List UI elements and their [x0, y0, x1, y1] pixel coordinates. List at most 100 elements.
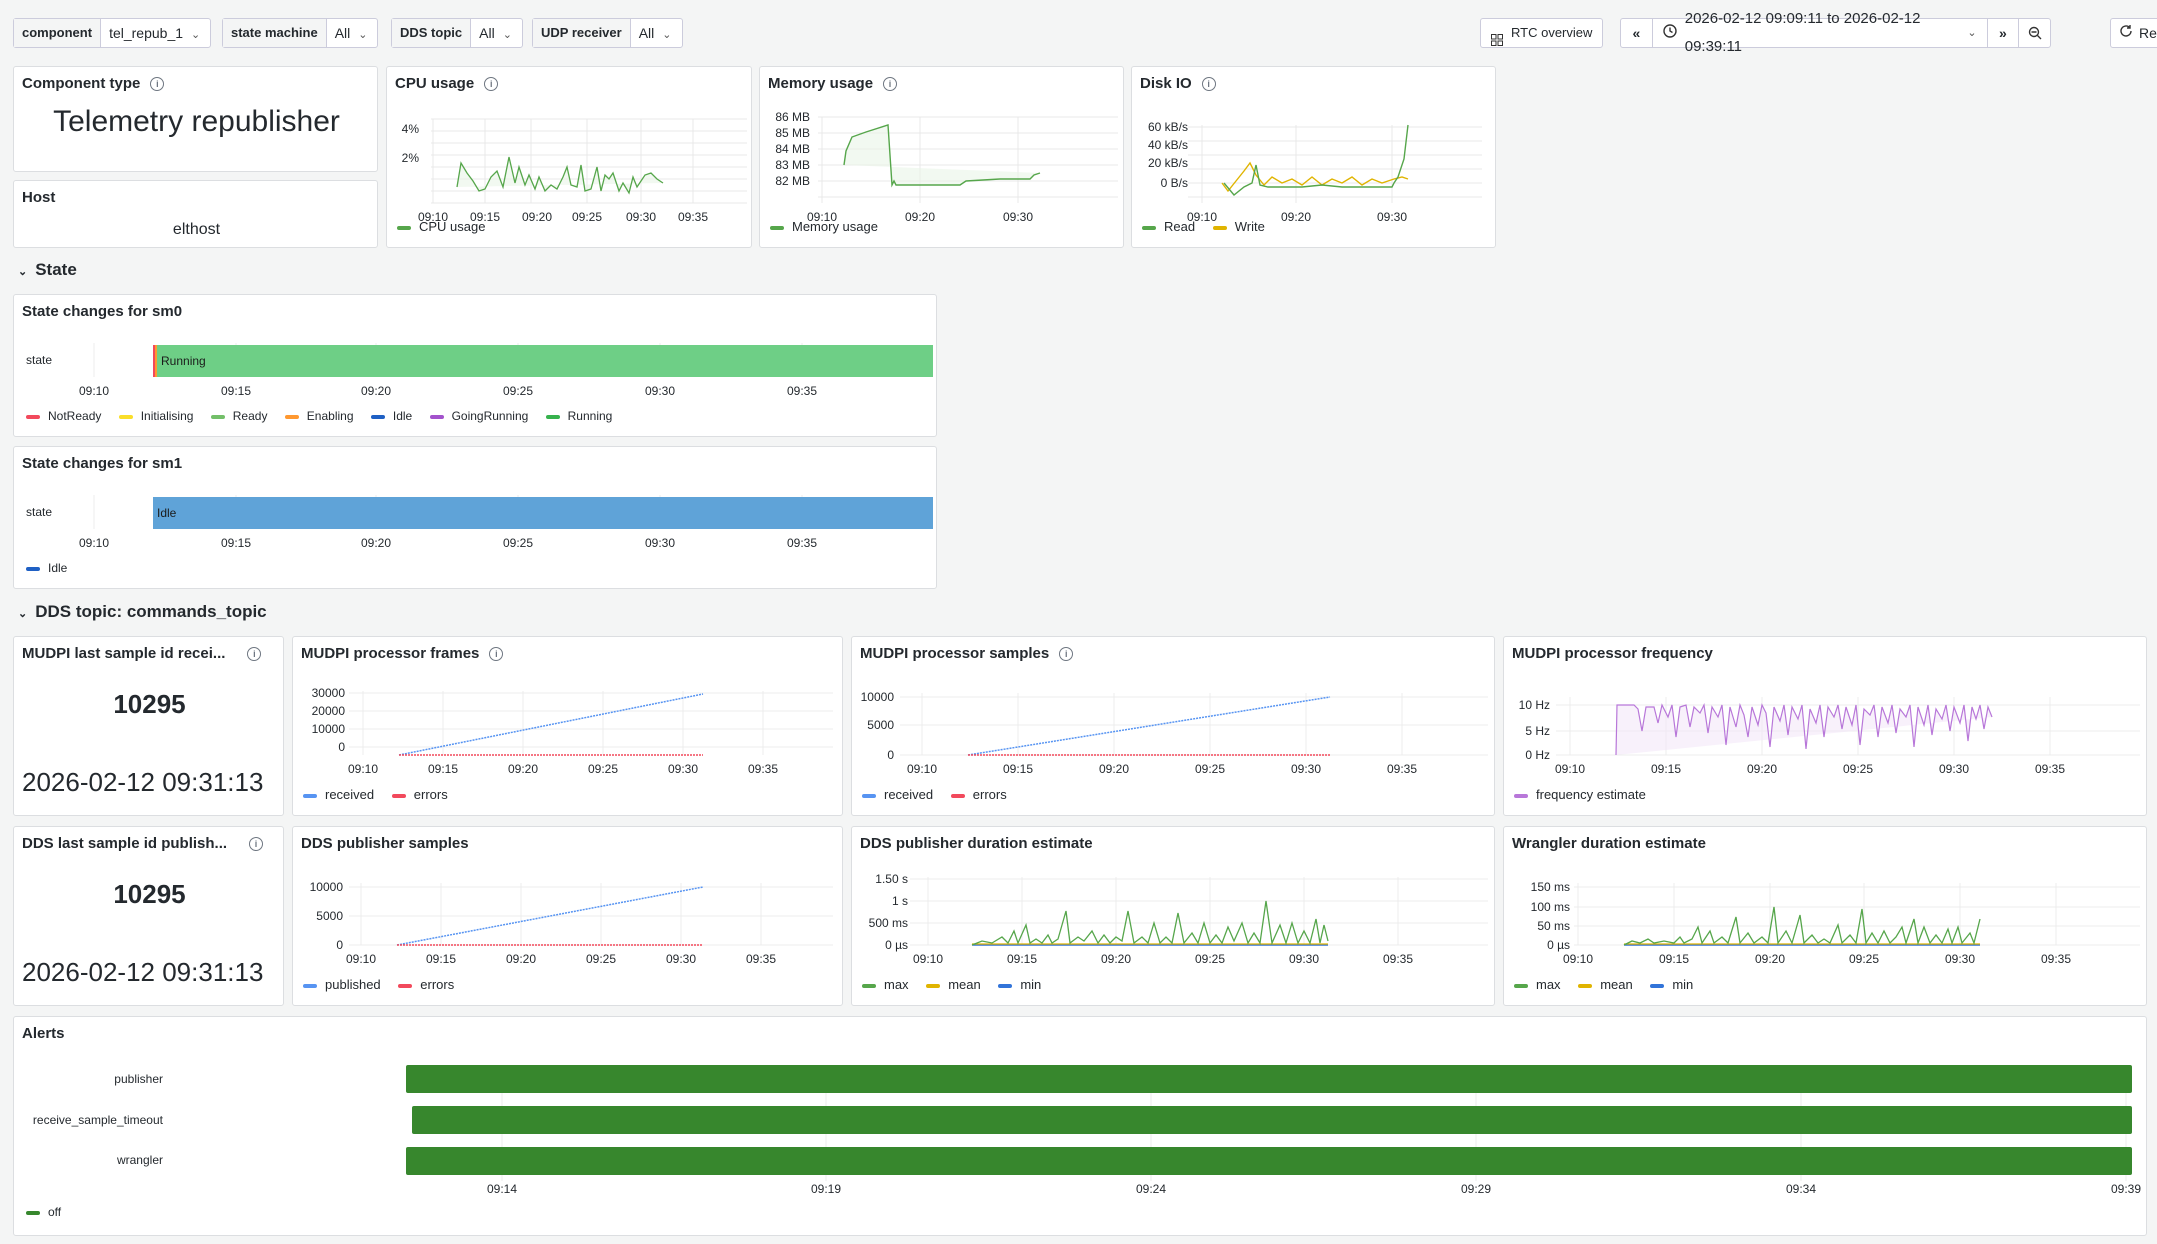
legend-item[interactable]: errors — [950, 787, 1007, 802]
legend-item[interactable]: frequency estimate — [1514, 787, 1646, 802]
section-dds-topic[interactable]: ⌄ DDS topic: commands_topic — [18, 602, 267, 621]
host-value: elthost — [172, 221, 221, 238]
legend-item[interactable]: errors — [391, 787, 448, 802]
legend-item[interactable]: NotReady — [26, 409, 101, 423]
x-tick: 09:10 — [913, 952, 943, 966]
legend-item[interactable]: received — [862, 787, 933, 802]
legend-item[interactable]: mean — [1578, 977, 1633, 992]
alert-bar-receive-sample-timeout[interactable] — [412, 1106, 2132, 1134]
alert-bar-wrangler[interactable] — [406, 1147, 2132, 1175]
legend-item[interactable]: min — [998, 977, 1041, 992]
legend-item[interactable]: off — [26, 1205, 61, 1219]
var-udp-receiver[interactable]: UDP receiver All ⌄ — [532, 18, 683, 48]
state-segment-notready[interactable] — [153, 345, 155, 377]
legend: Idle — [26, 561, 81, 575]
info-icon[interactable]: i — [1059, 647, 1074, 661]
var-udp-receiver-value[interactable]: All ⌄ — [638, 25, 672, 41]
legend-item[interactable]: min — [1650, 977, 1693, 992]
x-tick: 09:25 — [1195, 762, 1225, 776]
legend-item[interactable]: GoingRunning — [429, 409, 528, 423]
time-forward-button[interactable]: » — [1986, 19, 2019, 47]
y-tick: 10000 — [312, 722, 346, 736]
zoom-out-icon — [2028, 26, 2042, 40]
var-dds-topic[interactable]: DDS topic All ⌄ — [391, 18, 523, 48]
var-component-value[interactable]: tel_repub_1 ⌄ — [109, 25, 201, 41]
y-tick: 84 MB — [775, 142, 810, 156]
y-tick: 20 kB/s — [1148, 156, 1188, 170]
legend-item[interactable]: Enabling — [284, 409, 354, 423]
zoom-out-button[interactable] — [2018, 19, 2050, 47]
sm0-state-chart: state Running 09:10 09:15 09:20 09:25 09… — [26, 343, 933, 398]
legend-item[interactable]: Read — [1142, 219, 1195, 234]
legend-item[interactable]: Idle — [26, 561, 67, 575]
info-icon[interactable]: i — [249, 837, 264, 851]
chevron-down-icon: ⌄ — [1967, 27, 1977, 39]
info-icon[interactable]: i — [1201, 77, 1216, 91]
x-tick: 09:15 — [470, 210, 500, 224]
wrangler-duration-chart: 150 ms 100 ms 50 ms 0 µs 09:10 09:15 09:… — [1531, 880, 2140, 966]
info-icon[interactable]: i — [150, 77, 165, 91]
y-tick: 5 Hz — [1525, 724, 1550, 738]
x-tick: 09:25 — [586, 952, 616, 966]
legend: NotReady Initialising Ready Enabling Idl… — [26, 409, 626, 423]
legend-item[interactable]: mean — [926, 977, 981, 992]
x-tick: 09:30 — [626, 210, 656, 224]
x-tick: 09:14 — [487, 1182, 517, 1196]
received-series-line — [967, 696, 1331, 756]
legend-item[interactable]: received — [303, 787, 374, 802]
mudpi-samples-panel: MUDPI processor samples i 10000 5000 0 09… — [851, 636, 1495, 816]
info-icon[interactable]: i — [883, 77, 898, 91]
x-tick: 09:35 — [2041, 952, 2071, 966]
x-tick: 09:15 — [221, 536, 251, 550]
info-icon[interactable]: i — [489, 647, 504, 661]
legend-item[interactable]: Ready — [210, 409, 267, 423]
x-tick: 09:35 — [1387, 762, 1417, 776]
x-tick: 09:35 — [748, 762, 778, 776]
state-segment-idle[interactable] — [153, 497, 933, 529]
y-tick: 60 kB/s — [1148, 120, 1188, 134]
panel-title: Component type — [22, 75, 141, 92]
var-state-machine-value[interactable]: All ⌄ — [334, 25, 368, 41]
y-tick: 100 ms — [1531, 900, 1570, 914]
cpu-usage-panel: CPU usage i 4% 2% 09:10 09:15 09:20 09:25… — [386, 66, 752, 248]
rtc-overview-button[interactable]: RTC overview — [1480, 18, 1603, 48]
legend-item[interactable]: CPU usage — [397, 219, 485, 234]
panel-title: CPU usage — [395, 75, 475, 92]
var-state-machine[interactable]: state machine All ⌄ — [222, 18, 379, 48]
x-tick: 09:10 — [1187, 210, 1217, 224]
info-icon[interactable]: i — [247, 647, 262, 661]
var-dds-topic-value[interactable]: All ⌄ — [479, 25, 512, 41]
max-series-line — [1623, 906, 1981, 946]
time-back-button[interactable]: « — [1621, 19, 1653, 47]
legend-item[interactable]: published — [303, 977, 381, 992]
time-picker[interactable]: « 2026-02-12 09:09:11 to 2026-02-12 09:3… — [1620, 10, 2051, 55]
legend-item[interactable]: errors — [398, 977, 454, 992]
refresh-label: Re — [2139, 25, 2157, 41]
section-state[interactable]: ⌄ State — [18, 260, 77, 279]
legend-item[interactable]: Initialising — [118, 409, 193, 423]
refresh-button[interactable]: Re — [2110, 18, 2157, 48]
legend-item[interactable]: max — [1514, 977, 1561, 992]
panel-title: Disk IO — [1140, 75, 1192, 92]
y-tick: 0 — [338, 740, 345, 754]
dds-last-sample-panel: DDS last sample id publish... i 10295 202… — [13, 826, 284, 1006]
state-segment-label: Running — [161, 354, 206, 368]
x-tick: 09:20 — [508, 762, 538, 776]
x-tick: 09:30 — [645, 384, 675, 398]
legend-item[interactable]: Write — [1212, 219, 1265, 234]
x-tick: 09:10 — [346, 952, 376, 966]
host-panel: Host elthost — [13, 180, 378, 248]
legend-item[interactable]: max — [862, 977, 909, 992]
x-tick: 09:20 — [1281, 210, 1311, 224]
legend-item[interactable]: Memory usage — [770, 219, 878, 234]
info-icon[interactable]: i — [484, 77, 499, 91]
var-component[interactable]: component tel_repub_1 ⌄ — [13, 18, 212, 48]
legend-item[interactable]: Idle — [370, 409, 412, 423]
alert-bar-publisher[interactable] — [406, 1065, 2132, 1093]
state-segment-running[interactable] — [157, 345, 933, 377]
state-segment-enabling[interactable] — [155, 345, 157, 377]
legend: max mean min — [862, 977, 1055, 992]
received-series-line — [398, 693, 704, 756]
legend-item[interactable]: Running — [545, 409, 612, 423]
cpu-series-line — [456, 156, 664, 195]
